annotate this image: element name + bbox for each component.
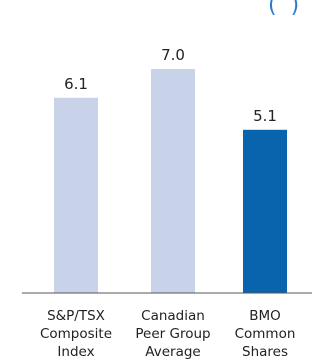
- bars-group: [54, 69, 287, 293]
- category-label-1-line-1: Peer Group: [135, 326, 210, 342]
- bar-2: [243, 129, 287, 293]
- category-label-1-line-0: Canadian: [141, 308, 205, 324]
- bar-1: [151, 69, 195, 293]
- category-label-0-line-2: Index: [57, 344, 94, 360]
- partial-heading-parenthesis: ( ): [268, 0, 299, 18]
- value-label-0: 6.1: [64, 75, 88, 93]
- category-label-2-line-0: BMO: [249, 308, 281, 324]
- category-label-2-line-2: Shares: [242, 344, 288, 360]
- category-label-0-line-1: Composite: [40, 326, 112, 342]
- category-label-1-line-2: Average: [145, 344, 200, 360]
- category-label-2-line-1: Common: [235, 326, 296, 342]
- bar-0: [54, 97, 98, 293]
- category-labels-group: S&P/TSX Composite Index Canadian Peer Group A…: [40, 308, 295, 360]
- value-label-1: 7.0: [161, 46, 185, 64]
- category-label-0-line-0: S&P/TSX: [47, 308, 105, 324]
- value-label-2: 5.1: [253, 107, 277, 125]
- value-labels-group: 6.1 7.0 5.1: [64, 46, 277, 125]
